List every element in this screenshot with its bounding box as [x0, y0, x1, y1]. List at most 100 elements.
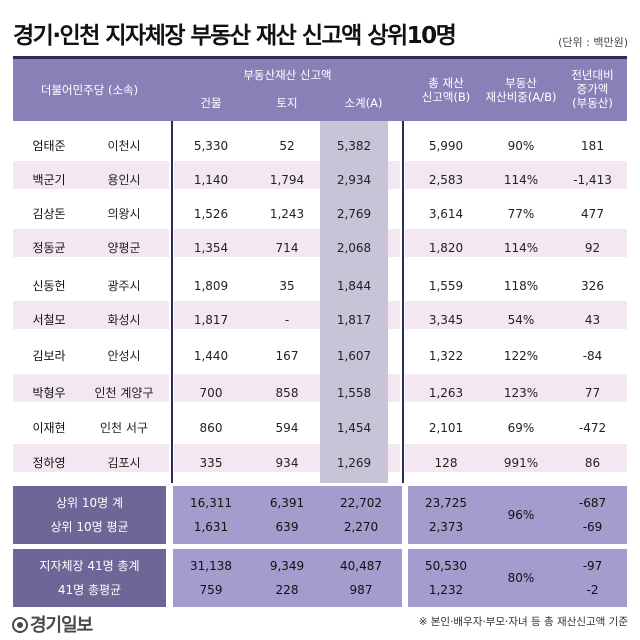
header-subtotal: 소계(A): [344, 96, 383, 110]
land-value: -: [284, 313, 290, 327]
region: 이천시: [107, 139, 141, 153]
subtotal-value: 1,269: [336, 456, 372, 470]
row-band-right: [405, 301, 627, 329]
row-band-left: [13, 409, 169, 437]
subtotal-value: 2,769: [336, 207, 372, 221]
land-value: 1,243: [269, 207, 305, 221]
region: 의왕시: [107, 207, 141, 221]
row-band-right: [405, 161, 627, 189]
header-total-assets-1: 총 재산: [428, 76, 464, 90]
header-realestate-group: 부동산재산 신고액: [243, 68, 332, 82]
building-value: 860: [199, 421, 223, 435]
row-band-left: [13, 374, 169, 402]
summary-all41-avg-subtotal: 987: [349, 583, 373, 597]
publisher-logo: 경기일보: [12, 611, 93, 637]
building-value: 1,140: [193, 173, 229, 187]
summary-all41-avg-label: 41명 총평균: [57, 583, 122, 597]
mayor-name: 김보라: [32, 349, 66, 363]
row-band-left: [13, 267, 169, 295]
total-assets-value: 5,990: [428, 139, 464, 153]
summary-top10-avg-assets: 2,373: [428, 520, 464, 534]
subtotal-value: 5,382: [336, 139, 372, 153]
ratio-value: 90%: [507, 139, 535, 153]
row-band-left: [13, 127, 169, 155]
region: 양평군: [107, 241, 141, 255]
building-value: 1,809: [193, 279, 229, 293]
summary-top10-ratio: 96%: [507, 508, 535, 522]
summary-all41-avg-land: 228: [275, 583, 299, 597]
summary-all41-total-label: 지자체장 41명 총계: [39, 559, 140, 573]
summary-top10-assets-cell: [408, 486, 627, 544]
subtotal-value: 1,558: [336, 386, 372, 400]
ratio-value: 122%: [503, 349, 539, 363]
land-value: 934: [275, 456, 299, 470]
building-value: 1,440: [193, 349, 229, 363]
summary-all41: 지자체장 41명 총계 41명 총평균 31,138 9,349 40,487 …: [13, 549, 627, 607]
mayor-name: 서철모: [32, 313, 66, 327]
summary-all41-label-cell: [13, 549, 166, 607]
summary-all41-total-assets: 50,530: [425, 559, 467, 573]
summary-top10-avg-yoy: -69: [582, 520, 603, 534]
land-value: 1,794: [269, 173, 305, 187]
mayor-name: 정하영: [32, 456, 66, 470]
header-party: 더불어민주당 (소속): [40, 83, 139, 97]
table-header: 더불어민주당 (소속) 부동산재산 신고액 건물 토지 소계(A) 총 재산 신…: [13, 59, 627, 121]
mayor-name: 박형우: [32, 386, 66, 400]
land-value: 858: [275, 386, 299, 400]
region: 인천 계양구: [94, 386, 154, 400]
building-value: 1,817: [193, 313, 229, 327]
mayor-name: 엄태준: [32, 139, 66, 153]
divider-realestate: [402, 121, 404, 483]
land-value: 594: [275, 421, 299, 435]
summary-top10-realestate-cell: [173, 486, 402, 544]
building-value: 700: [199, 386, 223, 400]
land-value: 167: [275, 349, 299, 363]
yoy-value: 181: [581, 139, 604, 153]
page-title: 경기·인천 지자체장 부동산 재산 신고액 상위10명: [13, 23, 457, 49]
summary-top10-total-land: 6,391: [269, 496, 305, 510]
summary-top10-avg-building: 1,631: [193, 520, 229, 534]
row-band-right: [405, 267, 627, 295]
mayor-name: 신동헌: [32, 279, 66, 293]
total-assets-value: 2,583: [428, 173, 464, 187]
header-yoy-1: 전년대비: [571, 68, 614, 82]
summary-top10-total-yoy: -687: [578, 496, 607, 510]
ratio-value: 114%: [503, 241, 539, 255]
yoy-value: -1,413: [573, 173, 612, 187]
summary-all41-assets-cell: [408, 549, 627, 607]
row-band-right: [405, 195, 627, 223]
total-assets-value: 128: [434, 456, 458, 470]
yoy-value: 326: [581, 279, 604, 293]
region: 인천 서구: [100, 421, 148, 435]
row-band-left: [13, 161, 169, 189]
region: 안성시: [107, 349, 141, 363]
total-assets-value: 2,101: [428, 421, 464, 435]
summary-top10-avg-land: 639: [275, 520, 299, 534]
header-building: 건물: [200, 96, 222, 110]
ratio-value: 118%: [503, 279, 539, 293]
subtotal-value: 2,068: [336, 241, 372, 255]
summary-all41-total-yoy: -97: [582, 559, 603, 573]
row-band-right: [405, 127, 627, 155]
building-value: 1,354: [193, 241, 229, 255]
building-value: 5,330: [193, 139, 229, 153]
land-value: 714: [275, 241, 299, 255]
summary-all41-ratio: 80%: [507, 571, 535, 585]
mayor-name: 김상돈: [32, 207, 66, 221]
yoy-value: 92: [584, 241, 601, 255]
summary-top10-total-building: 16,311: [190, 496, 232, 510]
land-value: 35: [279, 279, 295, 293]
yoy-value: 477: [581, 207, 604, 221]
summary-all41-total-land: 9,349: [269, 559, 305, 573]
summary-top10-avg-subtotal: 2,270: [343, 520, 379, 534]
land-value: 52: [279, 139, 295, 153]
row-band-left: [13, 337, 169, 365]
subtotal-value: 2,934: [336, 173, 372, 187]
summary-top10-total-label: 상위 10명 계: [55, 496, 124, 510]
summary-all41-realestate-cell: [173, 549, 402, 607]
region: 광주시: [107, 279, 141, 293]
summary-top10: 상위 10명 계 상위 10명 평균 16,311 6,391 22,702 2…: [13, 486, 627, 544]
subtotal-value: 1,607: [336, 349, 372, 363]
unit-label: (단위 : 백만원): [558, 36, 628, 49]
summary-all41-avg-assets: 1,232: [428, 583, 464, 597]
